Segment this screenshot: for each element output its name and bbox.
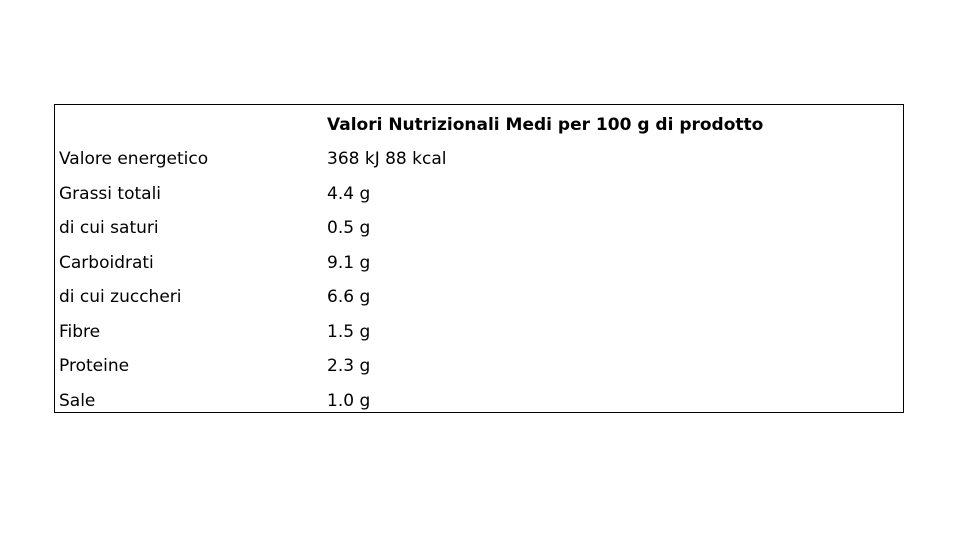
table-row: Proteine 2.3 g [55,348,903,382]
cell: 368 kJ 88 kcal [327,149,447,169]
cell: 2.3 g [327,356,371,376]
cell: 0.5 g [327,218,371,238]
cell: Carboidrati [59,252,154,273]
header-row: Valori Nutrizionali Medi per 100 g di pr… [55,107,903,141]
table-row: Carboidrati 9.1 g [55,245,903,279]
table-row: Grassi totali 4.4 g [55,176,903,210]
cell: 9.1 g [327,252,371,273]
cell: Fibre [59,321,101,342]
cell: Grassi totali [59,183,162,204]
cell: 6.6 g [327,287,371,307]
nutrition-table: Valori Nutrizionali Medi per 100 g di pr… [54,104,904,413]
cell: 4.4 g [327,183,371,204]
cell: Valore energetico [59,149,209,169]
cell: Proteine [59,356,130,376]
table-row: di cui zuccheri 6.6 g [55,279,903,313]
cell: Valori Nutrizionali Medi per 100 g di pr… [327,115,764,135]
cell: di cui saturi [59,218,159,238]
table-row: di cui saturi 0.5 g [55,210,903,244]
cell: 1.0 g [327,390,371,411]
table-row: Valore energetico 368 kJ 88 kcal [55,141,903,175]
table-row: Sale 1.0 g [55,383,903,417]
cell: 1.5 g [327,321,371,342]
cell: di cui zuccheri [59,287,182,307]
cell: Sale [59,390,96,411]
table-row: Fibre 1.5 g [55,314,903,348]
